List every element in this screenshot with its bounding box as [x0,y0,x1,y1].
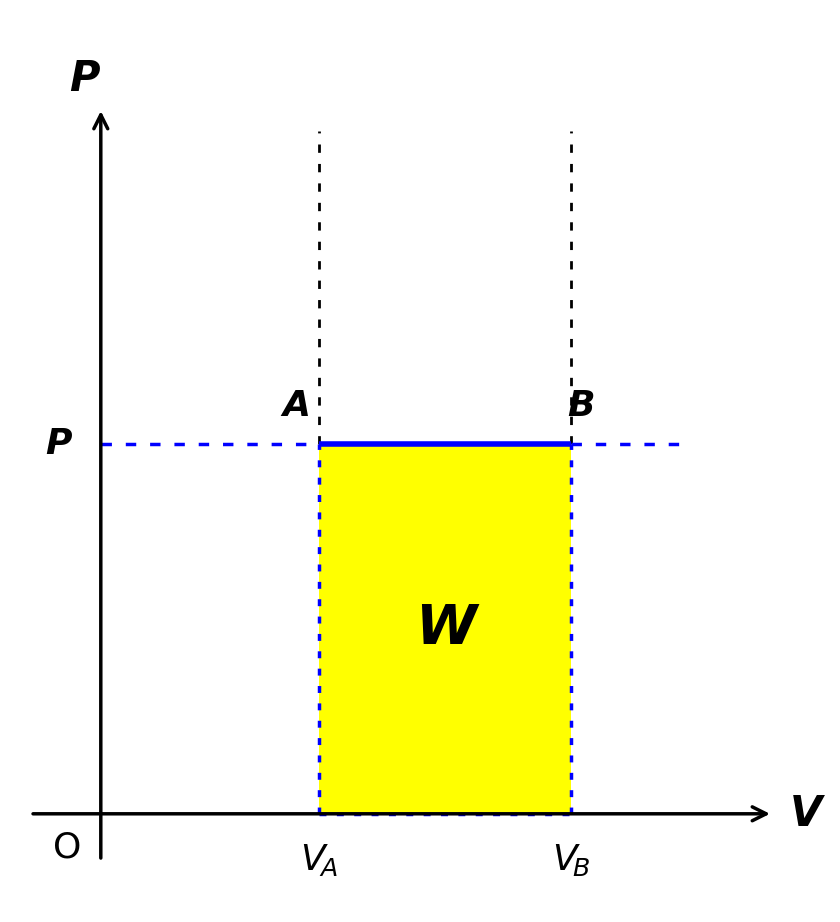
Text: A: A [283,389,311,423]
Text: B: B [567,389,595,423]
Text: $V_{\!B}$: $V_{\!B}$ [552,842,591,878]
Bar [319,444,571,814]
Text: $V_{\!A}$: $V_{\!A}$ [300,842,339,878]
Text: V: V [790,793,822,834]
Text: W: W [415,602,475,656]
Text: O: O [53,831,81,865]
Text: P: P [45,427,72,461]
Text: P: P [69,58,99,100]
